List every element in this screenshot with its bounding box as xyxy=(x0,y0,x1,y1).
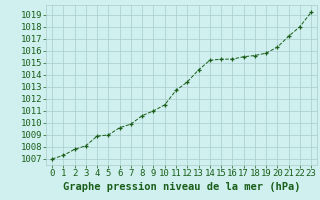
X-axis label: Graphe pression niveau de la mer (hPa): Graphe pression niveau de la mer (hPa) xyxy=(63,182,300,192)
